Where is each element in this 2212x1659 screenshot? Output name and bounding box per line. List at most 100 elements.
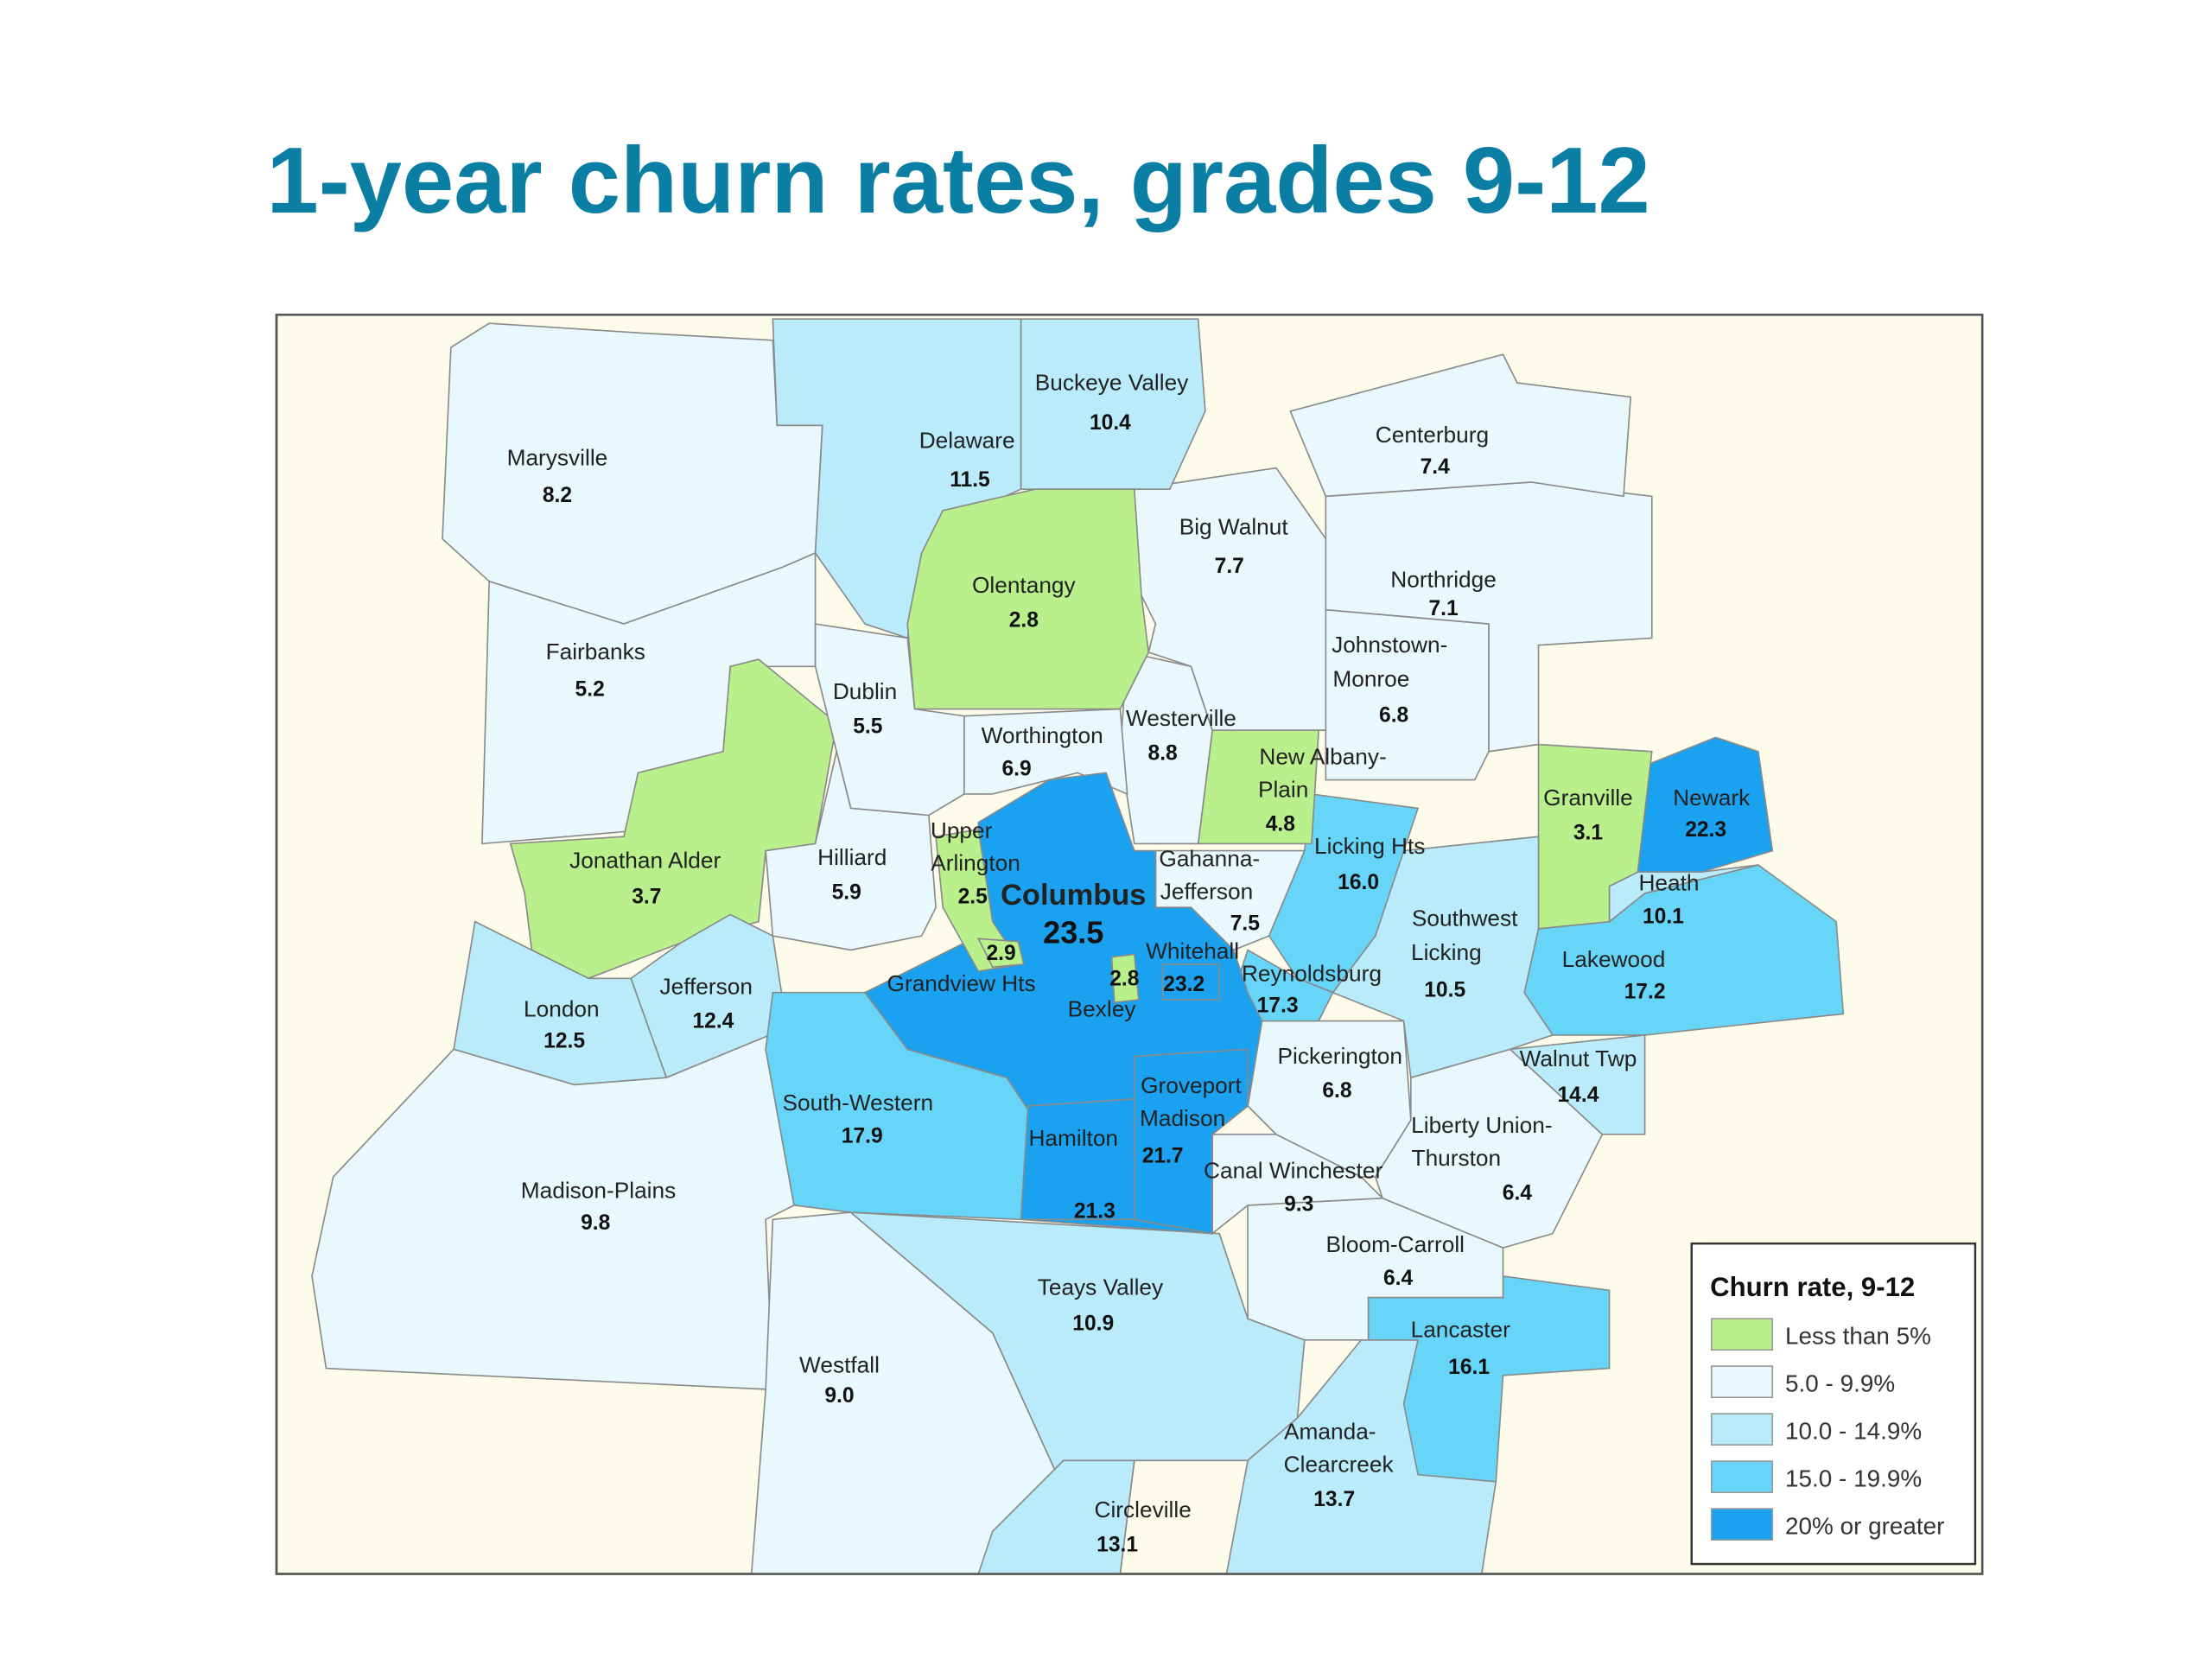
district-name-northridge: Northridge (1390, 566, 1497, 592)
district-value-amanda-clearcreek: 13.7 (1313, 1488, 1355, 1511)
legend-swatch (1710, 1460, 1774, 1493)
legend-items: Less than 5% 5.0 - 9.9% 10.0 - 14.9% 15.0 -… (1710, 1318, 1944, 1541)
district-teays-valley (849, 1211, 1306, 1575)
district-groveport-madison (1134, 1048, 1249, 1235)
district-name-big-walnut: Big Walnut (1179, 514, 1289, 540)
district-value-bloom-carroll: 6.4 (1383, 1267, 1414, 1290)
district-name-delaware: Delaware (919, 428, 1015, 454)
district-name-teays-valley: Teays Valley (1038, 1274, 1164, 1300)
district-value-southwest-licking: 10.5 (1424, 979, 1465, 1002)
district-name-centerburg: Centerburg (1376, 422, 1489, 448)
legend-swatch (1710, 1365, 1774, 1399)
slide-title: 1-year churn rates, grades 9-12 (267, 128, 1650, 232)
district-value-delaware: 11.5 (950, 468, 990, 492)
district-name-london: London (524, 996, 600, 1022)
district-name-jonathan-alder: Jonathan Alder (569, 847, 721, 873)
district-value-jefferson: 12.4 (692, 1010, 734, 1033)
legend-label: 20% or greater (1785, 1513, 1944, 1540)
district-name-marysville: Marysville (507, 444, 608, 470)
district-name-southwest-licking: Southwest Licking (1411, 906, 1518, 965)
district-value-walnut-twp: 14.4 (1558, 1084, 1599, 1107)
district-value-johnstown-monroe: 6.8 (1379, 703, 1408, 727)
district-value-grandview-hts: 2.9 (986, 942, 1015, 965)
district-name-jefferson: Jefferson (659, 973, 753, 999)
district-value-madison-plains: 9.8 (581, 1211, 610, 1235)
district-name-south-western: South-Western (783, 1090, 934, 1116)
district-value-jonathan-alder: 3.7 (632, 885, 661, 908)
district-value-liberty-union-thurston: 6.4 (1503, 1181, 1533, 1205)
district-value-marysville: 8.2 (543, 484, 572, 507)
district-name-amanda-clearcreek: Amanda-Clearcreek (1284, 1419, 1395, 1478)
district-value-heath: 10.1 (1643, 905, 1684, 928)
district-dublin (814, 623, 965, 817)
district-value-northridge: 7.1 (1428, 597, 1458, 620)
district-olentangy (906, 488, 1150, 710)
district-shapes (311, 318, 1845, 1575)
district-value-new-albany-plain: 4.8 (1266, 813, 1295, 836)
district-buckeye-valley (1020, 318, 1206, 490)
district-name-gahanna-jefferson: Gahanna-Jefferson (1159, 846, 1260, 905)
district-value-worthington: 6.9 (1002, 758, 1032, 781)
district-name-walnut-twp: Walnut Twp (1520, 1046, 1637, 1071)
district-name-newark: Newark (1673, 785, 1751, 810)
district-value-groveport-madison: 21.7 (1142, 1145, 1184, 1168)
district-name-liberty-union-thurston: Liberty Union-Thurston (1411, 1112, 1552, 1171)
district-value-hilliard: 5.9 (832, 880, 861, 904)
district-name-fairbanks: Fairbanks (546, 639, 645, 664)
district-value-granville: 3.1 (1573, 821, 1603, 844)
district-pickerington (1247, 1020, 1412, 1178)
district-name-columbus: Columbus (1001, 879, 1146, 912)
legend-swatch (1710, 1508, 1774, 1541)
district-name-westfall: Westfall (799, 1352, 880, 1378)
district-name-canal-winchester: Canal Winchester (1204, 1158, 1382, 1184)
district-value-centerburg: 7.4 (1421, 455, 1451, 479)
district-name-bloom-carroll: Bloom-Carroll (1326, 1231, 1465, 1257)
district-value-westfall: 9.0 (824, 1384, 854, 1408)
district-name-lancaster: Lancaster (1411, 1316, 1511, 1342)
district-value-south-western: 17.9 (842, 1125, 883, 1148)
district-value-gahanna-jefferson: 7.5 (1230, 912, 1260, 936)
district-value-dublin: 5.5 (853, 715, 882, 738)
district-name-olentangy: Olentangy (972, 572, 1077, 598)
district-value-pickerington: 6.8 (1322, 1079, 1351, 1103)
district-hilliard (765, 751, 937, 951)
district-name-pickerington: Pickerington (1278, 1043, 1402, 1069)
district-name-heath: Heath (1638, 870, 1699, 896)
district-name-johnstown-monroe: Johnstown-Monroe (1332, 632, 1447, 691)
legend-swatch (1710, 1413, 1774, 1446)
district-name-grandview-hts: Grandview Hts (887, 970, 1036, 996)
district-walnut-twp (1508, 1034, 1646, 1135)
district-value-teays-valley: 10.9 (1072, 1312, 1114, 1335)
district-name-hamilton: Hamilton (1028, 1125, 1118, 1151)
district-whitehall (1161, 963, 1221, 1001)
district-name-new-albany-plain: New Albany-Plain (1258, 744, 1387, 803)
district-value-whitehall: 23.2 (1163, 973, 1205, 996)
district-name-worthington: Worthington (982, 722, 1103, 748)
district-value-bexley: 2.8 (1109, 968, 1139, 991)
district-bexley (1110, 953, 1140, 1004)
map: Marysville 8.2 Fairbanks 5.2 Jonathan Alder 3… (275, 314, 1984, 1575)
district-name-granville: Granville (1543, 785, 1633, 810)
district-name-whitehall: Whitehall (1146, 938, 1239, 963)
district-big-walnut (1134, 467, 1327, 731)
district-value-columbus: 23.5 (1043, 914, 1103, 950)
district-name-bexley: Bexley (1068, 996, 1137, 1022)
district-name-circleville: Circleville (1095, 1497, 1192, 1522)
district-value-upper-arlington: 2.5 (958, 885, 988, 908)
district-name-dublin: Dublin (833, 678, 897, 704)
district-name-licking-hts: Licking Hts (1314, 833, 1425, 859)
district-labels: Marysville 8.2 Fairbanks 5.2 Jonathan Alder 3… (507, 369, 1751, 1556)
district-value-hamilton: 21.3 (1074, 1200, 1116, 1224)
district-grandview-hts (976, 938, 1025, 969)
legend-label: 10.0 - 14.9% (1785, 1418, 1922, 1445)
district-value-newark: 22.3 (1685, 818, 1726, 842)
legend-label: Less than 5% (1785, 1323, 1931, 1350)
district-name-hilliard: Hilliard (817, 844, 887, 870)
district-value-circleville: 13.1 (1096, 1533, 1138, 1556)
district-name-reynoldsburg: Reynoldsburg (1242, 961, 1382, 987)
district-fairbanks (481, 551, 817, 845)
district-value-fairbanks: 5.2 (575, 678, 605, 702)
map-border (275, 314, 1984, 1575)
district-value-canal-winchester: 9.3 (1284, 1192, 1313, 1216)
